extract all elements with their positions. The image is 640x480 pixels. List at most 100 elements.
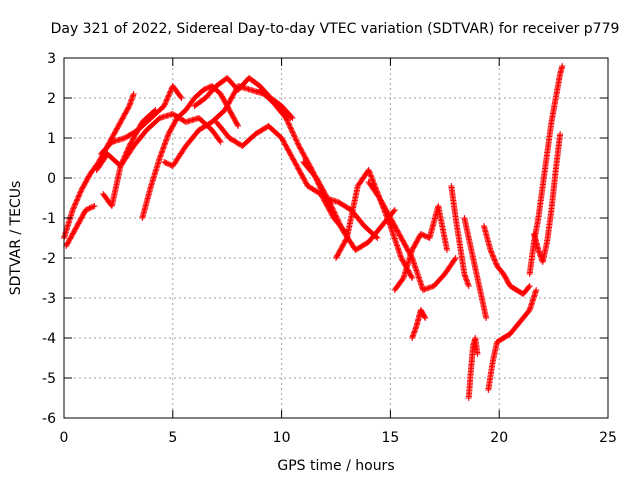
data-point <box>126 141 133 148</box>
data-point <box>224 103 231 110</box>
data-point <box>129 137 136 144</box>
data-point <box>136 124 143 131</box>
data-point <box>280 138 287 145</box>
data-point <box>73 197 80 204</box>
data-point <box>289 155 296 162</box>
series-track-12 <box>333 167 416 281</box>
series-track-3 <box>97 83 185 157</box>
data-point <box>329 205 336 212</box>
data-point <box>291 132 298 139</box>
data-point <box>335 217 342 224</box>
data-point <box>300 151 307 158</box>
data-point <box>286 121 293 128</box>
data-point <box>288 153 295 160</box>
data-point <box>301 176 308 183</box>
data-point <box>76 191 83 197</box>
data-point <box>559 63 566 69</box>
data-point <box>328 203 335 209</box>
data-point <box>316 180 323 187</box>
data-point <box>367 172 374 179</box>
data-point <box>298 146 305 153</box>
data-point <box>319 186 326 193</box>
data-point <box>301 177 308 184</box>
data-point <box>295 166 302 173</box>
data-point <box>327 200 334 207</box>
data-point <box>135 126 142 133</box>
data-point <box>124 147 131 153</box>
x-tick-label: 0 <box>60 430 69 446</box>
data-point <box>291 159 298 165</box>
data-point <box>234 121 241 128</box>
data-point <box>324 203 331 210</box>
data-point <box>316 181 323 188</box>
data-point <box>131 132 138 139</box>
data-point <box>166 91 173 97</box>
data-point <box>224 101 231 108</box>
data-point <box>525 284 532 291</box>
data-point <box>327 201 334 208</box>
data-point <box>374 235 381 241</box>
data-point <box>443 247 450 253</box>
x-tick-label: 15 <box>381 430 399 446</box>
series-track-18 <box>465 335 481 401</box>
data-point <box>90 203 97 210</box>
data-point <box>366 169 373 176</box>
data-point <box>290 131 297 137</box>
data-point <box>290 157 297 164</box>
data-point <box>296 143 303 149</box>
data-point <box>287 125 294 132</box>
data-point <box>337 221 344 228</box>
data-point <box>284 145 291 152</box>
y-tick-label: 1 <box>47 131 56 147</box>
data-point <box>216 137 223 144</box>
data-point <box>127 140 134 147</box>
data-point <box>235 123 242 129</box>
data-point <box>491 256 498 263</box>
data-point <box>299 149 306 156</box>
data-point <box>317 182 324 189</box>
data-point <box>320 187 327 194</box>
data-point <box>134 127 141 134</box>
series-track-14 <box>391 203 450 293</box>
data-point <box>74 195 81 201</box>
data-point <box>284 117 291 124</box>
data-point <box>135 125 142 132</box>
series-track-16 <box>448 183 472 289</box>
y-tick-label: -6 <box>42 411 56 427</box>
data-point <box>303 180 310 187</box>
data-point <box>123 148 130 155</box>
data-point <box>69 207 76 213</box>
data-point <box>336 220 343 227</box>
data-point <box>315 178 322 185</box>
data-point <box>129 136 136 143</box>
data-point <box>295 141 302 148</box>
data-points <box>61 63 566 401</box>
y-tick-label: 0 <box>47 171 56 187</box>
y-tick-label: -4 <box>42 331 56 347</box>
data-point <box>332 211 339 217</box>
data-point <box>489 252 496 259</box>
x-tick-label: 10 <box>273 430 291 446</box>
data-point <box>130 135 137 142</box>
data-point <box>162 99 169 105</box>
data-point <box>293 161 300 168</box>
data-point <box>490 255 497 261</box>
data-point <box>337 223 344 229</box>
data-point <box>122 151 129 157</box>
data-point <box>422 315 429 321</box>
data-point <box>222 107 229 113</box>
data-point <box>333 213 340 220</box>
data-point <box>286 150 293 157</box>
data-point <box>163 97 170 104</box>
data-point <box>368 173 375 180</box>
data-point <box>323 201 330 208</box>
data-point <box>121 155 128 161</box>
data-point <box>77 188 84 195</box>
data-point <box>301 153 308 160</box>
series-track-5 <box>100 107 159 209</box>
data-point <box>166 89 173 96</box>
chart-title: Day 321 of 2022, Sidereal Day-to-day VTE… <box>51 21 620 37</box>
data-point <box>489 251 496 257</box>
data-point <box>178 95 185 101</box>
